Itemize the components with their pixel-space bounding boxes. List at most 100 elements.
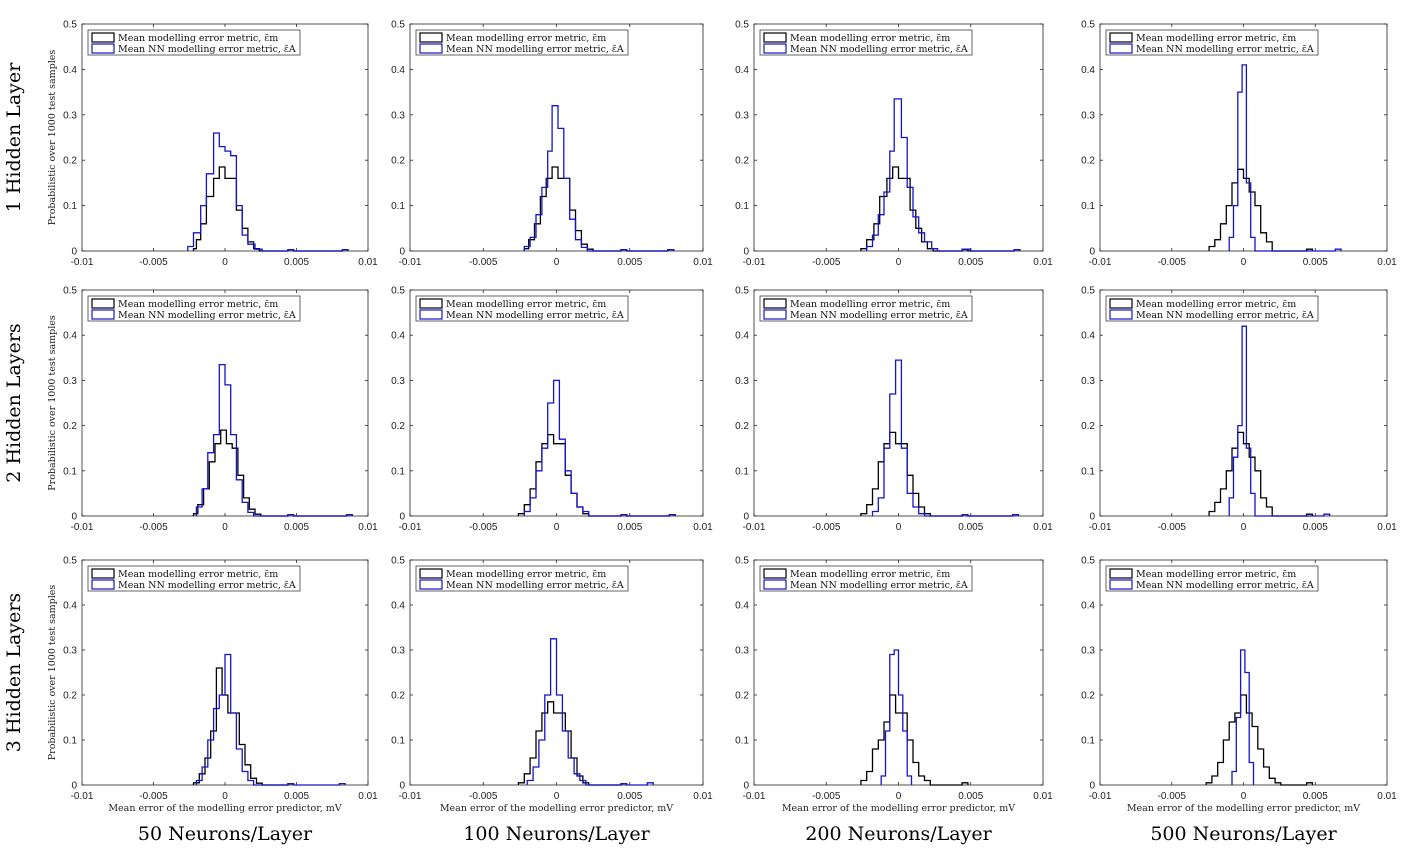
x-tick-label: -0.01 bbox=[1089, 257, 1112, 268]
y-axis-label: Probabilistic over 1000 test samples bbox=[47, 50, 58, 226]
histogram-series-nn-error bbox=[523, 105, 675, 252]
y-tick-label: 0.5 bbox=[1081, 286, 1095, 297]
legend-box bbox=[1105, 295, 1319, 322]
column-label: 100 Neurons/Layer bbox=[463, 823, 650, 845]
legend-entry: Mean NN modelling error metric, ε̄A bbox=[1136, 310, 1314, 321]
chart-panel-r1c3: 0 0.1 0.2 0.3 0.4 0.5 -0.01 -0.005 0 0.005 0.01 Mea… bbox=[735, 20, 1053, 269]
legend-swatch bbox=[91, 568, 115, 579]
legend-entry: Mean NN modelling error metric, ε̄A bbox=[446, 44, 624, 55]
y-tick-label: 0.4 bbox=[1081, 65, 1095, 76]
y-tick-label: 0.1 bbox=[391, 466, 405, 477]
x-tick-label: -0.01 bbox=[71, 522, 94, 533]
histogram-series-nn-error bbox=[195, 653, 346, 786]
x-tick-label: 0.005 bbox=[958, 791, 983, 802]
histogram-series-nn-error bbox=[523, 379, 676, 517]
x-tick-label: 0.005 bbox=[1303, 791, 1328, 802]
x-tick-label: 0 bbox=[554, 522, 560, 533]
chart-panel-r3c1: 0 0.1 0.2 0.3 0.4 0.5 -0.01 -0.005 0 0.005 0.01 Mea… bbox=[47, 556, 378, 815]
legend-box bbox=[759, 565, 973, 592]
x-tick-label: -0.01 bbox=[743, 257, 766, 268]
legend-entry: Mean NN modelling error metric, ε̄A bbox=[118, 580, 296, 591]
legend-entry: Mean modelling error metric, ε̄m bbox=[1136, 569, 1296, 580]
y-tick-label: 0.1 bbox=[63, 201, 77, 212]
legend-swatch bbox=[419, 568, 443, 579]
x-tick-label: 0.01 bbox=[1033, 791, 1053, 802]
x-tick-label: 0.01 bbox=[1033, 522, 1053, 533]
x-tick-label: 0.005 bbox=[1303, 522, 1328, 533]
x-tick-label: 0 bbox=[554, 791, 560, 802]
x-tick-label: 0.005 bbox=[617, 791, 642, 802]
legend-box bbox=[1105, 29, 1319, 56]
y-tick-label: 0 bbox=[399, 781, 405, 792]
legend-swatch bbox=[763, 579, 787, 590]
y-tick-label: 0.1 bbox=[735, 466, 749, 477]
legend-swatch bbox=[763, 309, 787, 320]
x-tick-label: 0.01 bbox=[358, 257, 378, 268]
y-tick-label: 0.2 bbox=[735, 691, 749, 702]
y-tick-label: 0.5 bbox=[63, 20, 77, 31]
legend-entry: Mean NN modelling error metric, ε̄A bbox=[446, 310, 624, 321]
legend-swatch bbox=[91, 579, 115, 590]
y-tick-label: 0.2 bbox=[735, 156, 749, 167]
legend-entry: Mean modelling error metric, ε̄m bbox=[790, 299, 950, 310]
histogram-series-nn-error bbox=[1228, 64, 1342, 252]
legend-entry: Mean modelling error metric, ε̄m bbox=[118, 33, 278, 44]
y-tick-label: 0 bbox=[743, 512, 749, 523]
x-tick-label: -0.005 bbox=[469, 791, 498, 802]
x-tick-label: -0.01 bbox=[399, 791, 422, 802]
y-tick-label: 0.5 bbox=[63, 286, 77, 297]
chart-panel-r3c2: 0 0.1 0.2 0.3 0.4 0.5 -0.01 -0.005 0 0.005 0.01 Mea… bbox=[391, 556, 713, 815]
plot-area bbox=[1099, 289, 1388, 517]
x-tick-label: 0.01 bbox=[1033, 257, 1053, 268]
histogram-series-nn-error bbox=[1231, 649, 1255, 785]
y-tick-label: 0.2 bbox=[391, 421, 405, 432]
y-tick-label: 0 bbox=[743, 247, 749, 258]
histogram-series-nn-error bbox=[1228, 325, 1331, 517]
legend-box bbox=[415, 29, 629, 56]
histogram-series-nn-error bbox=[871, 359, 1020, 517]
legend-swatch bbox=[763, 298, 787, 309]
x-tick-label: 0 bbox=[896, 522, 902, 533]
y-tick-label: 0 bbox=[71, 781, 77, 792]
legend-box bbox=[87, 29, 301, 56]
x-axis-label: Mean error of the modelling error predic… bbox=[1127, 803, 1360, 814]
y-tick-label: 0.1 bbox=[391, 736, 405, 747]
y-tick-label: 0.5 bbox=[735, 20, 749, 31]
column-label: 500 Neurons/Layer bbox=[1150, 823, 1337, 845]
legend-swatch bbox=[763, 43, 787, 54]
legend-entry: Mean modelling error metric, ε̄m bbox=[790, 33, 950, 44]
legend-swatch bbox=[91, 43, 115, 54]
histogram-series-nn-error bbox=[880, 649, 913, 785]
x-tick-label: -0.005 bbox=[812, 257, 841, 268]
legend-swatch bbox=[91, 309, 115, 320]
legend-swatch bbox=[91, 32, 115, 43]
x-tick-label: 0 bbox=[222, 522, 228, 533]
y-tick-label: 0.3 bbox=[63, 646, 77, 657]
y-axis-label: Probabilistic over 1000 test samples bbox=[47, 315, 58, 491]
y-tick-label: 0.4 bbox=[735, 331, 749, 342]
x-tick-label: 0 bbox=[554, 257, 560, 268]
y-tick-label: 0.5 bbox=[391, 20, 405, 31]
x-tick-label: 0.005 bbox=[958, 257, 983, 268]
y-tick-label: 0.3 bbox=[63, 110, 77, 121]
legend-swatch bbox=[763, 32, 787, 43]
chart-panel-r1c1: 0 0.1 0.2 0.3 0.4 0.5 -0.01 -0.005 0 0.005 0.01 Mea… bbox=[47, 20, 378, 269]
y-tick-label: 0.4 bbox=[63, 65, 77, 76]
y-tick-label: 0.4 bbox=[391, 601, 405, 612]
chart-panel-r3c4: 0 0.1 0.2 0.3 0.4 0.5 -0.01 -0.005 0 0.005 0.01 Mea… bbox=[1081, 556, 1397, 815]
legend-box bbox=[87, 565, 301, 592]
y-tick-label: 0 bbox=[1089, 781, 1095, 792]
row-label: 2 Hidden Layers bbox=[3, 323, 25, 482]
x-tick-label: 0.01 bbox=[693, 257, 713, 268]
x-tick-label: -0.01 bbox=[71, 791, 94, 802]
legend-entry: Mean NN modelling error metric, ε̄A bbox=[790, 44, 968, 55]
plot-area bbox=[81, 23, 369, 252]
y-tick-label: 0 bbox=[399, 247, 405, 258]
x-tick-label: -0.01 bbox=[71, 257, 94, 268]
x-tick-label: -0.005 bbox=[139, 522, 168, 533]
legend-entry: Mean NN modelling error metric, ε̄A bbox=[118, 310, 296, 321]
